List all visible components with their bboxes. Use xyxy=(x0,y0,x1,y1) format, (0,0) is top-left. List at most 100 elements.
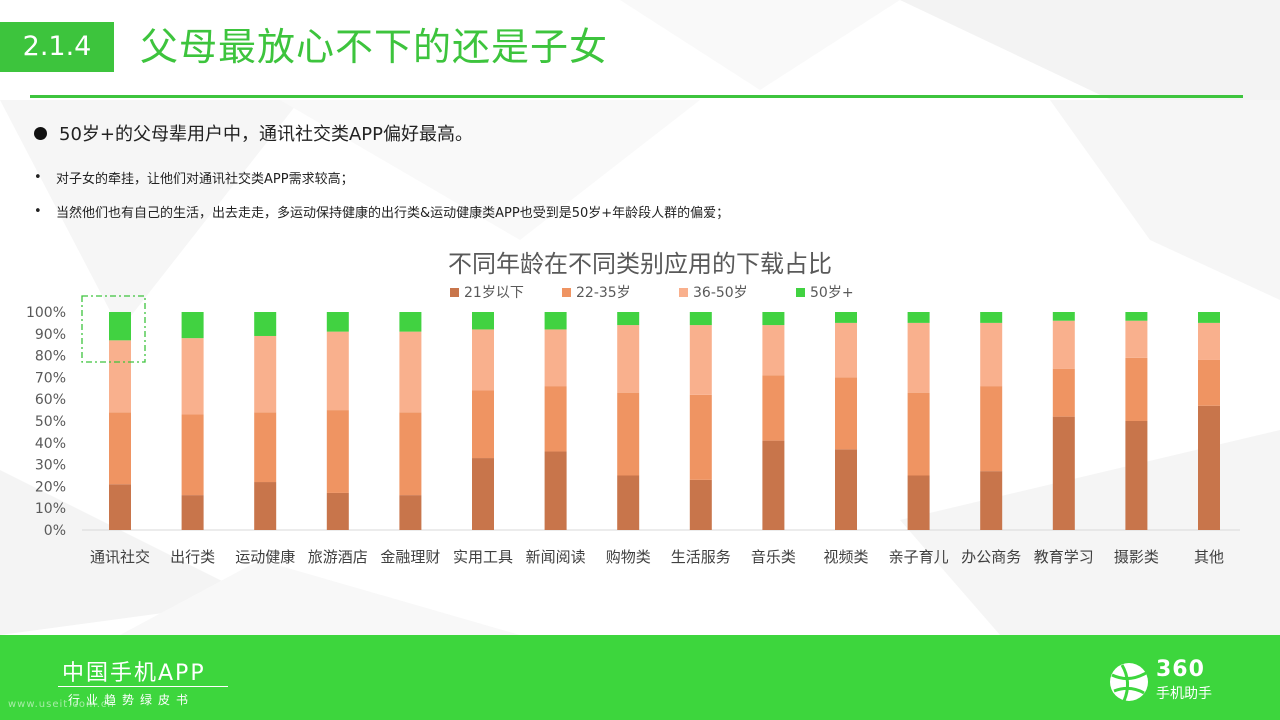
y-tick-label: 0% xyxy=(44,523,66,539)
bar-segment-1 xyxy=(181,495,204,530)
footer-url: www.useit.com.cn xyxy=(8,699,115,710)
bar-segment-2 xyxy=(109,412,131,485)
bar-segment-3 xyxy=(181,338,204,415)
sub-bullet-text: 对子女的牵挂，让他们对通讯社交类APP需求较高； xyxy=(56,172,354,187)
x-tick-label: 旅游酒店 xyxy=(308,548,368,566)
footer-brand-subtitle: 行业趋势绿皮书 xyxy=(68,693,195,707)
legend-label-4: 50岁+ xyxy=(810,285,854,301)
bar-segment-4 xyxy=(617,312,640,326)
y-tick-label: 10% xyxy=(35,501,66,517)
bar-segment-3 xyxy=(109,340,131,413)
bar-segment-3 xyxy=(399,331,422,413)
logo-text: 手机助手 xyxy=(1156,686,1212,702)
bar-segment-3 xyxy=(1125,320,1148,358)
x-tick-label: 金融理财 xyxy=(380,548,440,566)
bar-segment-3 xyxy=(1052,320,1075,369)
bar-segment-3 xyxy=(907,322,930,393)
y-tick-label: 80% xyxy=(35,349,66,365)
legend-label-2: 22-35岁 xyxy=(576,285,631,301)
bar-segment-2 xyxy=(1198,359,1220,406)
sub-bullet-2: • 当然他们也有自己的生活，出去走走，多运动保持健康的出行类&运动健康类APP也… xyxy=(34,202,729,221)
bar-segment-3 xyxy=(689,325,712,395)
sub-bullet-text: 当然他们也有自己的生活，出去走走，多运动保持健康的出行类&运动健康类APP也受到… xyxy=(56,206,730,221)
x-tick-label: 运动健康 xyxy=(235,548,295,566)
bar-segment-1 xyxy=(1125,421,1148,530)
x-tick-label: 视频类 xyxy=(823,548,868,566)
bullet-dot-icon xyxy=(34,126,47,140)
y-tick-label: 70% xyxy=(35,370,66,386)
x-tick-label: 办公商务 xyxy=(961,548,1021,566)
bar-segment-2 xyxy=(254,412,277,483)
bar-segment-2 xyxy=(181,414,204,496)
bar-segment-2 xyxy=(1125,357,1148,421)
y-tick-label: 40% xyxy=(35,436,66,452)
bar-segment-4 xyxy=(181,312,204,339)
page-title: 父母最放心不下的还是子女 xyxy=(140,25,609,69)
bar-segment-2 xyxy=(1052,368,1075,417)
bar-segment-1 xyxy=(762,440,785,530)
logo-360: 360 手机助手 xyxy=(1108,657,1248,707)
x-tick-label: 教育学习 xyxy=(1034,548,1094,566)
bar-segment-3 xyxy=(254,335,277,413)
sub-bullet-mark: • xyxy=(34,204,42,219)
footer-bar: 中国手机APP 行业趋势绿皮书 www.useit.com.cn 360 手机助… xyxy=(0,635,1280,720)
bar-segment-4 xyxy=(326,312,349,332)
title-divider xyxy=(30,95,1243,98)
bar-segment-4 xyxy=(254,312,277,336)
bar-segment-1 xyxy=(326,492,349,530)
footer-divider xyxy=(58,686,228,687)
legend-swatch-2 xyxy=(562,288,571,297)
bar-segment-1 xyxy=(109,484,131,530)
bar-segment-1 xyxy=(399,495,422,530)
legend-label-3: 36-50岁 xyxy=(693,285,748,301)
bar-segment-1 xyxy=(472,458,494,530)
bar-segment-3 xyxy=(980,322,1003,387)
highlight-box xyxy=(81,295,146,363)
stacked-bar-chart: 不同年龄在不同类别应用的下载占比 21岁以下 22-35岁 36-50岁 50岁+ 0% 1… xyxy=(26,250,1240,566)
bar-segment-1 xyxy=(1052,416,1075,530)
y-tick-label: 60% xyxy=(35,392,66,408)
bar-segment-4 xyxy=(689,312,712,326)
bar-segment-3 xyxy=(544,329,567,387)
bar-segment-4 xyxy=(472,312,494,330)
logo-number: 360 xyxy=(1156,657,1205,682)
bar-segment-4 xyxy=(907,312,930,323)
bar-segment-1 xyxy=(835,449,857,530)
bar-segment-1 xyxy=(907,475,930,530)
bar-segment-2 xyxy=(472,390,494,459)
bar-segment-2 xyxy=(762,375,785,441)
bar-segment-4 xyxy=(544,312,567,330)
bar-segment-3 xyxy=(617,325,640,393)
sub-bullet-1: • 对子女的牵挂，让他们对通讯社交类APP需求较高； xyxy=(34,168,354,187)
x-tick-label: 通讯社交 xyxy=(90,548,150,566)
bar-segment-4 xyxy=(835,312,857,323)
x-tick-label: 生活服务 xyxy=(671,548,731,566)
bar-segment-2 xyxy=(689,394,712,480)
bar-segment-1 xyxy=(1198,405,1220,530)
bar-segment-2 xyxy=(544,386,567,452)
bar-segment-4 xyxy=(980,312,1003,323)
bar-segment-1 xyxy=(980,471,1003,530)
main-bullet: 50岁+的父母辈用户中，通讯社交类APP偏好最高。 xyxy=(34,120,473,146)
footer-brand-title: 中国手机APP xyxy=(62,661,206,686)
x-tick-label: 摄影类 xyxy=(1114,548,1159,566)
background-polygons xyxy=(0,0,1280,635)
x-tick-label: 出行类 xyxy=(170,548,215,566)
bar-segment-4 xyxy=(1052,312,1075,321)
bar-segment-3 xyxy=(1198,322,1220,360)
bar-segment-1 xyxy=(689,479,712,530)
y-tick-label: 100% xyxy=(26,305,66,321)
bar-segment-4 xyxy=(1125,312,1148,321)
x-tick-label: 购物类 xyxy=(606,548,651,566)
legend-swatch-3 xyxy=(679,288,688,297)
bar-segment-1 xyxy=(617,475,640,530)
bar-segment-4 xyxy=(762,312,785,326)
basketball-icon xyxy=(1110,663,1148,702)
bar-segment-2 xyxy=(399,412,422,496)
bar-segment-4 xyxy=(399,312,422,332)
bar-segment-2 xyxy=(980,386,1003,472)
main-bullet-text: 50岁+的父母辈用户中，通讯社交类APP偏好最高。 xyxy=(59,124,474,145)
legend-swatch-4 xyxy=(796,288,805,297)
chart-title: 不同年龄在不同类别应用的下载占比 xyxy=(448,250,832,278)
bar-segment-1 xyxy=(544,451,567,530)
